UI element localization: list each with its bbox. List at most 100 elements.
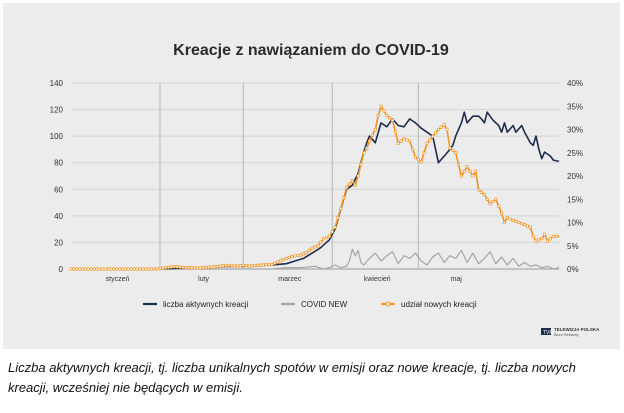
y-left-tick-label: 20 bbox=[54, 238, 63, 247]
series-point bbox=[258, 263, 263, 267]
series-point bbox=[281, 258, 286, 262]
series-point bbox=[362, 151, 366, 155]
series-point bbox=[385, 113, 389, 118]
grid-layer bbox=[71, 82, 559, 270]
series-point bbox=[534, 239, 538, 243]
series-point bbox=[146, 267, 151, 271]
series-point bbox=[370, 133, 375, 137]
series-point bbox=[347, 182, 352, 186]
series-point bbox=[479, 190, 484, 194]
series-point bbox=[149, 267, 154, 271]
series-point bbox=[376, 113, 380, 118]
series-point bbox=[548, 237, 553, 241]
series-point bbox=[488, 202, 492, 206]
series-point bbox=[181, 265, 185, 270]
legend-label: COVID NEW bbox=[301, 300, 348, 309]
series-point bbox=[143, 267, 148, 271]
series-point bbox=[344, 185, 349, 190]
y-right-tick-label: 35% bbox=[567, 102, 583, 111]
series-point bbox=[189, 266, 194, 270]
series-point bbox=[454, 151, 458, 155]
series-point bbox=[528, 225, 532, 229]
series-point bbox=[382, 109, 386, 113]
series-point bbox=[121, 267, 125, 271]
series-point bbox=[287, 255, 291, 260]
series-point bbox=[410, 147, 415, 151]
series-point bbox=[187, 266, 191, 270]
series-point bbox=[511, 218, 515, 222]
series-point bbox=[178, 265, 182, 269]
series-point bbox=[69, 267, 73, 271]
series-point bbox=[517, 220, 521, 225]
series-point bbox=[330, 230, 334, 234]
series-point bbox=[298, 253, 303, 257]
series-point bbox=[342, 196, 346, 200]
series-point bbox=[152, 267, 156, 271]
series-point bbox=[465, 165, 469, 169]
y-left-tick-label: 0 bbox=[59, 265, 64, 274]
series-point bbox=[227, 263, 231, 267]
legend: liczba aktywnych kreacji COVID NEW udział … bbox=[143, 300, 477, 309]
x-tick-label: maj bbox=[451, 276, 463, 283]
series-point bbox=[244, 264, 248, 268]
series-point bbox=[72, 267, 76, 271]
series-point bbox=[422, 151, 426, 155]
series-point bbox=[497, 204, 501, 208]
series-point bbox=[100, 267, 105, 271]
series-point bbox=[92, 267, 96, 271]
series-point bbox=[353, 183, 357, 187]
series-point bbox=[172, 265, 176, 269]
series-line bbox=[71, 105, 559, 270]
series-point bbox=[390, 118, 395, 122]
y-right-tick-label: 40% bbox=[567, 79, 583, 88]
series-point bbox=[80, 267, 85, 271]
series-point bbox=[350, 179, 354, 183]
series-point bbox=[215, 264, 220, 269]
series-point bbox=[276, 260, 280, 264]
series-point bbox=[445, 127, 449, 132]
series-point bbox=[253, 263, 257, 268]
series-point bbox=[373, 127, 377, 132]
series-point bbox=[316, 244, 320, 248]
series-point bbox=[551, 234, 555, 239]
series-point bbox=[471, 174, 475, 178]
series-point bbox=[241, 263, 245, 267]
legend-swatch-marker bbox=[385, 301, 391, 307]
series-point bbox=[175, 265, 179, 269]
series-point bbox=[129, 267, 133, 271]
series-point bbox=[166, 265, 171, 269]
series-point bbox=[393, 130, 398, 134]
series-point bbox=[250, 264, 254, 268]
series-point bbox=[126, 267, 131, 271]
series-point bbox=[554, 234, 558, 239]
series-point bbox=[293, 254, 297, 258]
series-point bbox=[273, 261, 277, 265]
y-left-tick-label: 120 bbox=[50, 106, 64, 115]
series-point bbox=[448, 146, 452, 150]
series-point bbox=[155, 267, 159, 271]
series-point bbox=[95, 267, 99, 271]
figure-caption: Liczba aktywnych kreacji, tj. liczba uni… bbox=[8, 360, 576, 395]
series-point bbox=[333, 225, 337, 229]
series-point bbox=[439, 125, 443, 129]
tvp-logo: TVP TELEWIZJA POLSKA Biuro Reklamy bbox=[541, 327, 600, 337]
series-point bbox=[522, 223, 527, 227]
series-line bbox=[71, 111, 560, 270]
y-left-tick-label: 140 bbox=[50, 79, 64, 88]
y-right-tick-label: 10% bbox=[567, 219, 583, 228]
x-tick-label: marzec bbox=[278, 276, 301, 283]
series-point bbox=[224, 263, 228, 268]
series-point bbox=[132, 267, 136, 271]
series-point bbox=[284, 256, 288, 261]
series-point bbox=[118, 267, 122, 271]
series-point bbox=[433, 131, 438, 135]
series-point bbox=[195, 266, 199, 270]
series-point bbox=[141, 267, 145, 271]
y-left-tick-label: 40 bbox=[54, 212, 63, 221]
series-point bbox=[230, 263, 234, 268]
y-right-tick-label: 15% bbox=[567, 195, 583, 204]
series-point bbox=[296, 253, 300, 258]
series-point bbox=[476, 188, 481, 192]
series-point bbox=[324, 235, 329, 240]
series-point bbox=[123, 267, 128, 271]
